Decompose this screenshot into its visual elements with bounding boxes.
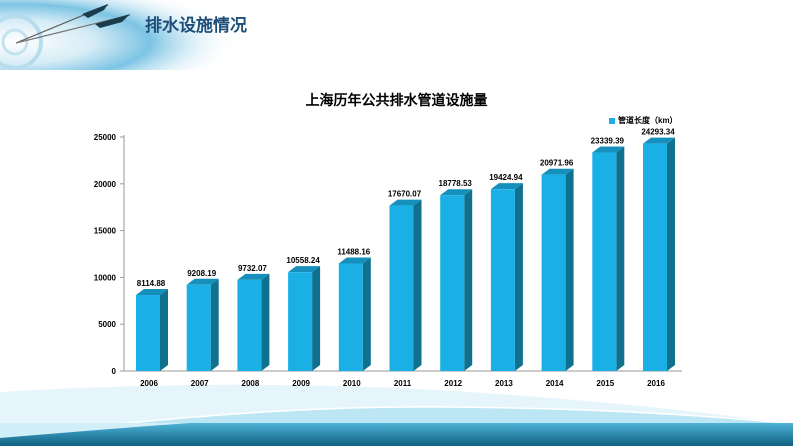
y-tick-label: 15000	[94, 227, 117, 236]
bottom-wave-decoration	[0, 384, 793, 446]
bar-side	[464, 189, 473, 371]
x-tick-label: 2012	[444, 379, 462, 388]
bar	[490, 189, 515, 371]
bar-top	[338, 257, 371, 264]
bar-side	[362, 257, 371, 371]
bar-top	[541, 168, 574, 175]
data-label: 24293.34	[641, 128, 675, 137]
bar-side	[210, 278, 219, 371]
bar-side	[616, 146, 625, 371]
bar-side	[160, 289, 168, 371]
x-tick-label: 2014	[546, 379, 564, 388]
x-tick-label: 2006	[140, 379, 158, 388]
data-label: 11488.16	[337, 247, 370, 256]
chart-bars	[136, 137, 675, 371]
chart-title: 上海历年公共排水管道设施量	[305, 92, 488, 108]
y-tick-label: 0	[112, 367, 117, 376]
data-label: 17670.07	[388, 190, 422, 199]
bar-top	[592, 146, 625, 153]
data-label: 18778.53	[439, 179, 473, 188]
x-tick-label: 2016	[647, 379, 665, 388]
bar	[389, 205, 414, 371]
chart-legend: 管道长度（km）	[609, 115, 678, 126]
bar-side	[565, 168, 574, 371]
bar	[288, 272, 313, 371]
bar	[643, 143, 667, 371]
bar-top	[389, 199, 422, 206]
bar	[440, 195, 465, 371]
data-label: 19424.94	[489, 173, 523, 182]
bar	[237, 279, 262, 371]
data-label: 23339.39	[591, 137, 625, 146]
bar-top	[136, 289, 168, 296]
y-tick-label: 5000	[98, 320, 116, 329]
x-tick-label: 2008	[242, 379, 260, 388]
x-tick-label: 2011	[394, 379, 412, 388]
y-tick-label: 25000	[94, 133, 117, 142]
x-tick-label: 2015	[596, 379, 614, 388]
bar-side	[514, 183, 523, 371]
bar-side	[261, 273, 270, 371]
bar	[186, 284, 211, 371]
slide-title: 排水设施情况	[145, 16, 247, 35]
data-label: 8114.88	[137, 279, 166, 288]
x-tick-label: 2009	[292, 379, 310, 388]
y-tick-label: 20000	[94, 180, 117, 189]
bar-side	[667, 137, 675, 371]
legend-label: 管道长度（km）	[618, 116, 678, 125]
y-tick-label: 10000	[94, 273, 117, 282]
x-tick-label: 2010	[343, 379, 361, 388]
bar-side	[312, 266, 321, 371]
bar-top	[643, 137, 675, 144]
bar-side	[413, 199, 422, 371]
bar-top	[440, 189, 473, 196]
bar	[338, 263, 363, 371]
chart-tick-labels: 0 5000 10000 15000 20000 25000 8114.88 2006 9208…	[94, 128, 675, 388]
legend-swatch	[609, 117, 615, 124]
bar-top	[288, 266, 321, 273]
x-tick-label: 2013	[495, 379, 513, 388]
data-label: 20971.96	[540, 159, 574, 168]
data-label: 9208.19	[187, 269, 216, 278]
bar	[136, 295, 160, 371]
header-arrow-target-art	[0, 0, 250, 70]
bar-top	[186, 278, 219, 285]
bar	[541, 174, 566, 371]
x-tick-label: 2007	[191, 379, 209, 388]
bar-top	[237, 273, 270, 280]
bar-top	[490, 183, 523, 190]
bar	[592, 152, 617, 371]
data-label: 10558.24	[286, 256, 320, 265]
data-label: 9732.07	[238, 264, 267, 273]
